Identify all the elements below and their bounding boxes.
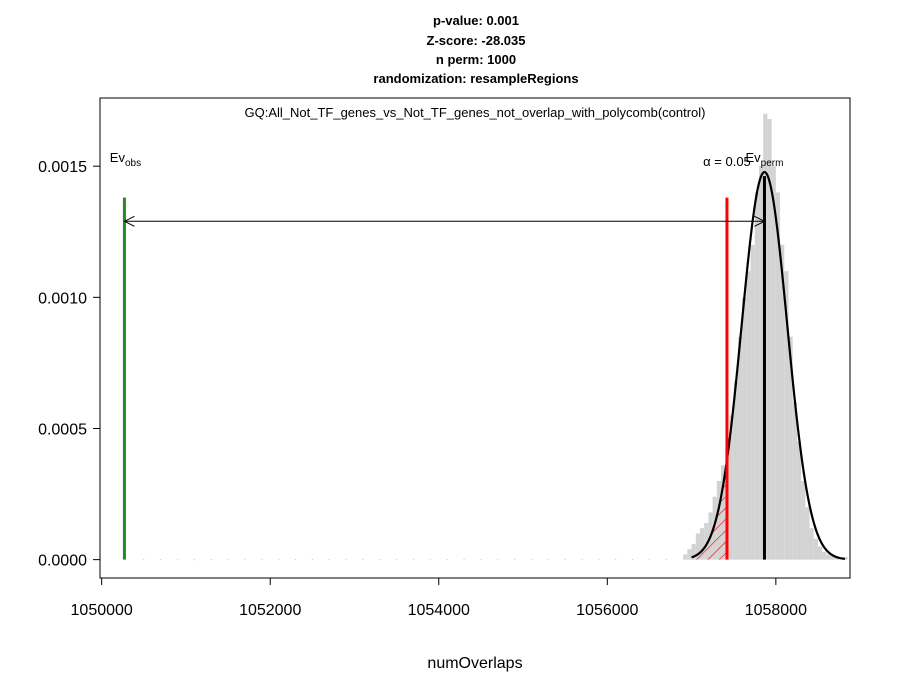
x-tick-label: 1050000 [71, 602, 133, 619]
baseline-dot [210, 559, 212, 561]
baseline-dot [514, 559, 516, 561]
x-tick-label: 1052000 [239, 602, 301, 619]
histogram-bar [843, 557, 848, 560]
baseline-dot [294, 559, 297, 561]
baseline-dots [143, 559, 667, 561]
baseline-dot [564, 559, 566, 561]
baseline-dot [345, 559, 347, 561]
histogram-bar [742, 297, 747, 560]
histogram-bar [704, 522, 709, 560]
baseline-dot [598, 559, 600, 561]
histogram-bar [767, 118, 772, 560]
baseline-dot [429, 559, 431, 561]
histogram-bar [813, 538, 818, 560]
histogram-bar [805, 507, 810, 560]
y-tick-label: 0.0005 [38, 421, 87, 438]
histogram-bar [758, 166, 764, 560]
histogram-bar [830, 554, 835, 560]
histogram-bar [817, 546, 823, 560]
alpha-tail-area [691, 459, 727, 560]
chart-title-block: p-value: 0.001 Z-score: -28.035 n perm: … [373, 13, 578, 86]
histogram-bar [737, 336, 743, 560]
baseline-dot [193, 559, 195, 561]
histogram-bars [683, 113, 848, 560]
title-zscore: Z-score: -28.035 [427, 33, 526, 48]
baseline-dot [412, 559, 415, 561]
arrow-head-right [754, 215, 766, 227]
arrow-head-left [123, 215, 135, 227]
histogram-bar [691, 543, 696, 560]
histogram-bar [788, 336, 793, 560]
baseline-dot [278, 559, 280, 561]
baseline-dot [615, 559, 617, 561]
baseline-dot [480, 559, 482, 561]
title-nperm: n perm: 1000 [436, 52, 516, 67]
baseline-dot [547, 559, 549, 561]
histogram-bar [750, 244, 755, 560]
baseline-dot [311, 559, 313, 561]
axes: 1050000 1052000 1054000 1056000 1058000 0.000… [38, 159, 807, 619]
histogram-bar [775, 192, 781, 560]
title-pvalue: p-value: 0.001 [433, 13, 519, 28]
baseline-dot [227, 559, 229, 561]
histogram-bar [771, 166, 776, 560]
baseline-dot [143, 559, 145, 561]
histogram-bar [733, 381, 738, 560]
histogram-bar [801, 480, 806, 560]
histogram-bar [784, 271, 789, 560]
x-tick-label: 1058000 [745, 602, 807, 619]
x-axis-title: numOverlaps [427, 655, 522, 672]
title-randomization: randomization: resampleRegions [373, 71, 578, 86]
plot-subtitle: GQ:All_Not_TF_genes_vs_Not_TF_genes_not_… [244, 105, 705, 120]
alpha-tail-hatch [691, 459, 727, 560]
baseline-dot [176, 559, 179, 561]
permuted-mean-label: Evperm [745, 150, 783, 169]
histogram-bar [809, 528, 814, 560]
histogram-bar [822, 551, 827, 560]
x-tick-label: 1056000 [576, 602, 638, 619]
histogram-bar [729, 415, 734, 560]
histogram-bar [796, 441, 802, 560]
y-tick-label: 0.0010 [38, 290, 87, 307]
reference-lines [122, 176, 766, 560]
baseline-dot [379, 559, 381, 561]
y-tick-label: 0.0000 [38, 553, 87, 570]
alpha-label: α = 0.05 [703, 154, 751, 169]
baseline-dot [463, 559, 465, 561]
baseline-dot [631, 559, 634, 561]
baseline-dot [396, 559, 398, 561]
histogram-bar [754, 192, 759, 560]
histogram-bar [826, 554, 831, 560]
baseline-dot [261, 559, 263, 561]
baseline-dot [497, 559, 499, 561]
baseline-dot [328, 559, 330, 561]
baseline-dot [244, 559, 246, 561]
histogram-bar [792, 402, 797, 560]
baseline-dot [648, 559, 651, 561]
baseline-dot [446, 559, 448, 561]
normal-fit-curve [691, 170, 846, 560]
histogram-bar [746, 271, 751, 560]
histogram-bar [683, 554, 688, 560]
histogram-bar [687, 549, 692, 560]
y-tick-label: 0.0015 [38, 159, 87, 176]
baseline-dot [665, 559, 667, 561]
baseline-dot [160, 559, 162, 561]
histogram-bar [780, 244, 785, 560]
baseline-dot [362, 559, 364, 561]
histogram-bar [700, 528, 705, 560]
x-tick-label: 1054000 [408, 602, 470, 619]
histogram-bar [695, 533, 700, 560]
observed-label: Evobs [110, 150, 141, 169]
baseline-dot [581, 559, 583, 561]
baseline-dot [530, 559, 533, 561]
normal-curve [691, 170, 846, 560]
